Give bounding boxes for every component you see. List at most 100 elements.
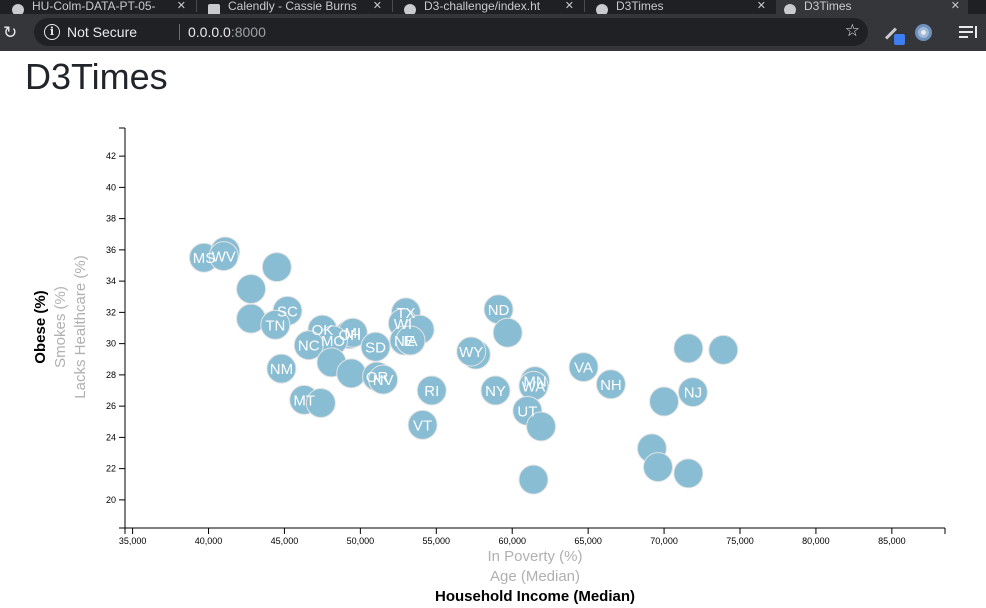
y-tick-label: 36 (106, 245, 116, 255)
state-label: WV (212, 249, 236, 266)
state-circle[interactable] (336, 358, 367, 389)
y-axis-label-option[interactable]: Smokes (%) (52, 286, 69, 368)
y-tick-label: 42 (106, 151, 116, 161)
reload-icon[interactable]: ↻ (3, 23, 18, 42)
state-label: OK (312, 322, 334, 339)
security-status[interactable]: Not Secure (67, 24, 138, 40)
state-circle[interactable] (643, 452, 673, 483)
state-circle[interactable] (305, 388, 336, 418)
state-circle[interactable] (456, 336, 487, 367)
bookmark-star-icon[interactable]: ☆ (844, 21, 860, 40)
y-tick-label: 20 (106, 495, 116, 505)
url-port: :8000 (230, 24, 266, 40)
y-axis: 20 22 24 26 28 30 32 34 36 38 40 42 (106, 127, 126, 529)
state-label: NM (270, 361, 293, 378)
url-text[interactable]: 0.0.0.0:8000 (188, 24, 266, 40)
state-circle[interactable] (518, 464, 549, 495)
close-icon[interactable]: ✕ (372, 0, 382, 12)
x-tick-label: 70,000 (650, 536, 678, 546)
state-circle[interactable] (708, 334, 739, 365)
state-circle[interactable] (395, 325, 426, 356)
tab-d3times-active[interactable]: D3Times ✕ (776, 0, 968, 14)
x-tick-label: 50,000 (347, 536, 375, 546)
x-tick-label: 60,000 (498, 536, 526, 546)
x-tick-label: 35,000 (119, 536, 147, 546)
x-tick-label: 75,000 (726, 536, 754, 546)
x-axis-label-option[interactable]: Age (Median) (490, 568, 580, 585)
state-label: WA (522, 378, 546, 395)
state-label: WI (394, 316, 412, 333)
state-circle[interactable] (673, 333, 704, 364)
state-label: MS (193, 250, 216, 267)
state-label: NE (394, 333, 415, 350)
tab-github-homework[interactable]: HU-Colm-DATA-PT-05- ✕ (4, 0, 194, 14)
close-icon[interactable]: ✕ (564, 0, 574, 12)
x-tick-label: 65,000 (574, 536, 602, 546)
close-icon[interactable]: ✕ (756, 0, 766, 12)
y-tick-label: 38 (106, 214, 116, 224)
state-label: RI (424, 383, 439, 400)
state-circle[interactable] (492, 317, 523, 348)
divider (179, 24, 180, 40)
y-tick-label: 30 (106, 339, 116, 349)
tab-label: Calendly - Cassie Burns (228, 0, 357, 13)
state-label: IA (403, 333, 417, 350)
state-circle[interactable] (673, 458, 704, 489)
data-points (188, 236, 739, 495)
globe-icon (784, 4, 796, 14)
tab-calendly[interactable]: Calendly - Cassie Burns ✕ (200, 0, 390, 14)
state-circle[interactable] (368, 364, 399, 395)
state-label: TN (265, 317, 285, 334)
y-tick-label: 24 (106, 432, 116, 442)
extension-circle-icon[interactable] (915, 24, 932, 41)
page-title: D3Times (25, 56, 168, 97)
state-label: WY (459, 344, 483, 361)
state-circle[interactable] (261, 252, 292, 283)
address-bar[interactable]: i Not Secure 0.0.0.0:8000 ☆ (34, 18, 868, 46)
calendar-icon (208, 4, 220, 14)
github-icon (12, 4, 24, 14)
state-label: OH (338, 327, 361, 344)
close-icon[interactable]: ✕ (950, 0, 960, 12)
y-axis-label-option[interactable]: Lacks Healthcare (%) (72, 255, 89, 398)
browser-toolbar: ↻ i Not Secure 0.0.0.0:8000 ☆ (0, 14, 986, 51)
state-label: MT (293, 392, 315, 409)
state-label: NY (485, 383, 506, 400)
state-label: MN (523, 374, 546, 391)
state-circle[interactable] (595, 369, 626, 400)
state-label: UT (517, 403, 537, 420)
media-queue-icon[interactable] (958, 22, 978, 42)
state-circle[interactable] (568, 352, 599, 383)
state-circle[interactable] (677, 377, 708, 408)
state-circle[interactable] (208, 241, 239, 272)
y-axis-label-option[interactable]: Obese (%) (32, 290, 49, 363)
info-icon[interactable]: i (44, 24, 60, 40)
close-icon[interactable]: ✕ (176, 0, 186, 12)
state-circle[interactable] (266, 353, 297, 384)
y-tick-label: 40 (106, 182, 116, 192)
state-label: NC (298, 338, 320, 355)
state-circle[interactable] (526, 411, 557, 442)
github-icon (404, 4, 416, 14)
y-tick-label: 28 (106, 370, 116, 380)
state-circle[interactable] (407, 409, 438, 440)
x-tick-label: 45,000 (271, 536, 299, 546)
x-tick-label: 85,000 (878, 536, 906, 546)
state-circle[interactable] (236, 273, 267, 304)
extension-pen-icon[interactable] (884, 23, 906, 45)
url-host: 0.0.0.0 (188, 24, 231, 40)
state-circle[interactable] (360, 331, 391, 362)
x-axis-label-option[interactable]: In Poverty (%) (487, 548, 582, 565)
state-circle[interactable] (416, 375, 447, 406)
state-circle[interactable] (480, 375, 511, 406)
state-label: NH (600, 377, 622, 394)
tab-d3-challenge[interactable]: D3-challenge/index.ht ✕ (396, 0, 582, 14)
state-circle[interactable] (260, 309, 291, 340)
x-axis-label-option[interactable]: Household Income (Median) (435, 588, 635, 605)
tab-d3times-1[interactable]: D3Times ✕ (588, 0, 774, 14)
x-tick-label: 40,000 (195, 536, 223, 546)
state-circle[interactable] (649, 386, 680, 417)
y-tick-label: 22 (106, 464, 116, 474)
state-circle[interactable] (293, 330, 324, 361)
